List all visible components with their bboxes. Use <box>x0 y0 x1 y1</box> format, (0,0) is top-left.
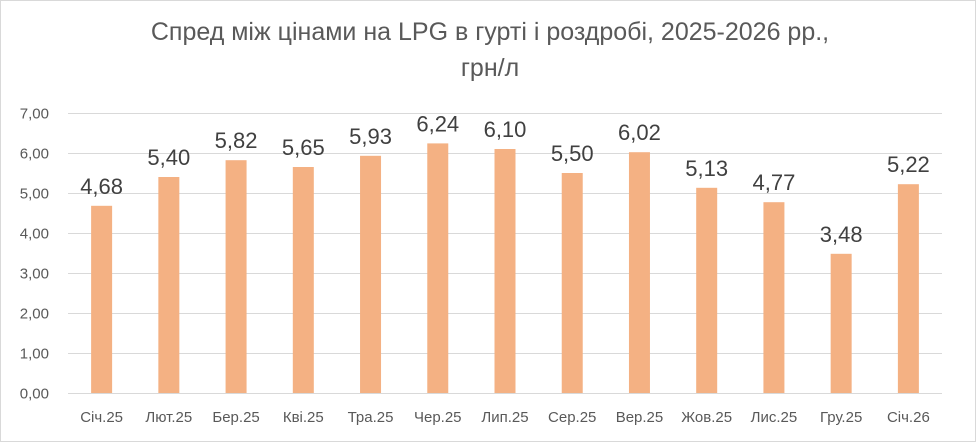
x-tick-label: Тра.25 <box>348 409 394 426</box>
y-tick-label: 1,00 <box>20 346 49 363</box>
bar <box>561 173 583 393</box>
y-tick-label: 0,00 <box>20 386 49 403</box>
chart-title-line-2: грн/л <box>460 54 520 82</box>
y-tick-label: 2,00 <box>20 306 49 323</box>
y-tick-label: 3,00 <box>20 266 49 283</box>
y-tick-label: 6,00 <box>20 146 49 163</box>
bar <box>628 152 650 393</box>
x-tick-label: Лют.25 <box>145 409 192 426</box>
x-tick-label: Січ.26 <box>887 409 930 426</box>
data-label: 5,65 <box>282 135 325 160</box>
bar <box>360 155 382 393</box>
data-label: 4,77 <box>753 170 796 195</box>
x-tick-label: Вер.25 <box>616 409 664 426</box>
y-tick-label: 5,00 <box>20 186 49 203</box>
bar <box>91 205 113 393</box>
bar <box>696 187 718 393</box>
data-label: 5,40 <box>147 145 190 170</box>
data-label: 3,48 <box>820 222 863 247</box>
bar <box>494 149 516 393</box>
data-label: 5,13 <box>685 156 728 181</box>
labels: 0,00 1,00 2,00 3,00 4,00 5,00 6,00 7,00 4,68 Січ.… <box>20 106 930 427</box>
bar <box>292 167 314 393</box>
bar <box>897 184 919 393</box>
data-label: 5,50 <box>551 141 594 166</box>
bar <box>225 160 247 393</box>
data-label: 4,68 <box>80 174 123 199</box>
y-tick-label: 4,00 <box>20 226 49 243</box>
y-tick-label: 7,00 <box>20 106 49 123</box>
x-tick-label: Лип.25 <box>481 409 528 426</box>
x-tick-label: Лис.25 <box>751 409 798 426</box>
x-tick-label: Сер.25 <box>548 409 596 426</box>
bar <box>158 177 180 393</box>
data-label: 6,10 <box>484 117 527 142</box>
x-tick-label: Чер.25 <box>414 409 462 426</box>
bar <box>427 143 449 393</box>
bar <box>763 202 785 393</box>
data-label: 5,93 <box>349 124 392 149</box>
x-tick-label: Бер.25 <box>212 409 259 426</box>
chart-title-line-1: Спред між цінами на LPG в гурті і роздро… <box>150 18 830 46</box>
data-label: 6,24 <box>416 111 459 136</box>
data-label: 6,02 <box>618 120 661 145</box>
x-tick-label: Жов.25 <box>681 409 732 426</box>
x-tick-label: Кві.25 <box>283 409 324 426</box>
bar <box>830 253 852 393</box>
data-label: 5,82 <box>215 128 258 153</box>
data-label: 5,22 <box>887 152 930 177</box>
bars <box>91 143 919 393</box>
chart-title: Спред між цінами на LPG в гурті і роздро… <box>100 14 880 86</box>
x-tick-label: Січ.25 <box>80 409 123 426</box>
x-tick-label: Гру.25 <box>820 409 862 426</box>
